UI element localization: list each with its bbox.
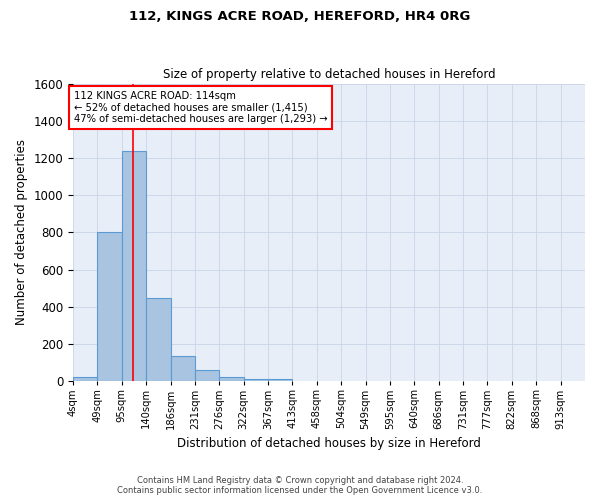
Bar (220, 376, 244, 382)
Bar (268, 379, 292, 382)
Text: 112 KINGS ACRE ROAD: 114sqm
← 52% of detached houses are smaller (1,415)
47% of : 112 KINGS ACRE ROAD: 114sqm ← 52% of det… (74, 91, 327, 124)
Bar (244, 378, 268, 382)
Text: 112, KINGS ACRE ROAD, HEREFORD, HR4 0RG: 112, KINGS ACRE ROAD, HEREFORD, HR4 0RG (130, 10, 470, 23)
Bar (73, 376, 97, 382)
Title: Size of property relative to detached houses in Hereford: Size of property relative to detached ho… (163, 68, 496, 81)
X-axis label: Distribution of detached houses by size in Hereford: Distribution of detached houses by size … (177, 437, 481, 450)
Bar (170, 356, 195, 382)
Bar (97, 232, 122, 382)
Text: Contains HM Land Registry data © Crown copyright and database right 2024.
Contai: Contains HM Land Registry data © Crown c… (118, 476, 482, 495)
Y-axis label: Number of detached properties: Number of detached properties (15, 140, 28, 326)
Bar (146, 298, 170, 382)
Bar (122, 150, 146, 382)
Bar (195, 370, 220, 382)
